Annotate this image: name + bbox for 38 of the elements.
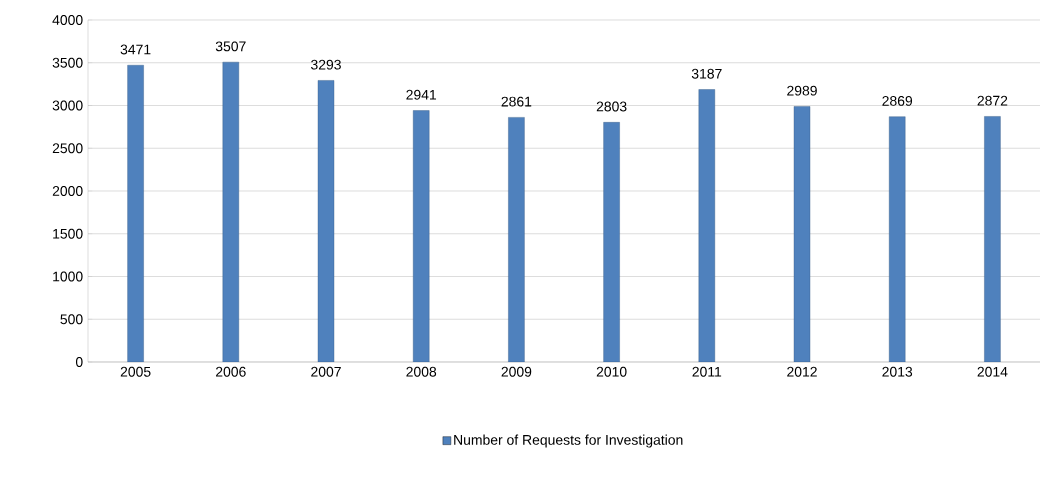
- data-label: 3507: [215, 41, 246, 52]
- x-tick-label: 2010: [596, 366, 627, 377]
- x-tick-label: 2007: [311, 366, 341, 377]
- data-label: 3471: [120, 44, 151, 55]
- bar: [413, 110, 430, 362]
- y-tick-label: 2000: [52, 186, 83, 196]
- data-label: 2989: [787, 85, 817, 96]
- bar: [508, 117, 525, 362]
- x-tick-label: 2009: [501, 366, 532, 377]
- data-label: 2869: [882, 95, 913, 106]
- data-label: 3187: [691, 68, 722, 79]
- y-tick-label: 0: [75, 357, 83, 367]
- bar: [889, 116, 906, 362]
- x-tick-label: 2012: [787, 366, 817, 377]
- x-tick-label: 2011: [692, 366, 722, 377]
- x-tick-label: 2005: [120, 366, 151, 377]
- y-tick-label: 3500: [52, 57, 83, 68]
- data-label: 2941: [406, 89, 437, 100]
- legend-label: Number of Requests for Investigation: [454, 434, 683, 448]
- bar: [222, 61, 239, 362]
- y-tick-label: 1500: [53, 228, 83, 239]
- y-tick-label: 3000: [52, 100, 83, 111]
- data-label: 2872: [977, 95, 1008, 106]
- x-tick-label: 2008: [406, 366, 437, 377]
- x-tick-label: 2006: [215, 366, 246, 377]
- data-label: 3293: [311, 59, 341, 70]
- y-tick-label: 4000: [52, 15, 83, 25]
- x-tick-label: 2013: [882, 366, 913, 377]
- bar: [698, 89, 716, 362]
- data-label: 2803: [596, 101, 627, 112]
- bar: [603, 122, 620, 362]
- x-tick-label: 2014: [977, 366, 1008, 377]
- bar: [127, 65, 144, 362]
- data-label: 2861: [501, 96, 532, 107]
- y-tick-label: 2500: [52, 143, 83, 154]
- y-tick-label: 500: [60, 314, 83, 325]
- bar: [984, 116, 1001, 362]
- y-tick-label: 1000: [53, 271, 83, 282]
